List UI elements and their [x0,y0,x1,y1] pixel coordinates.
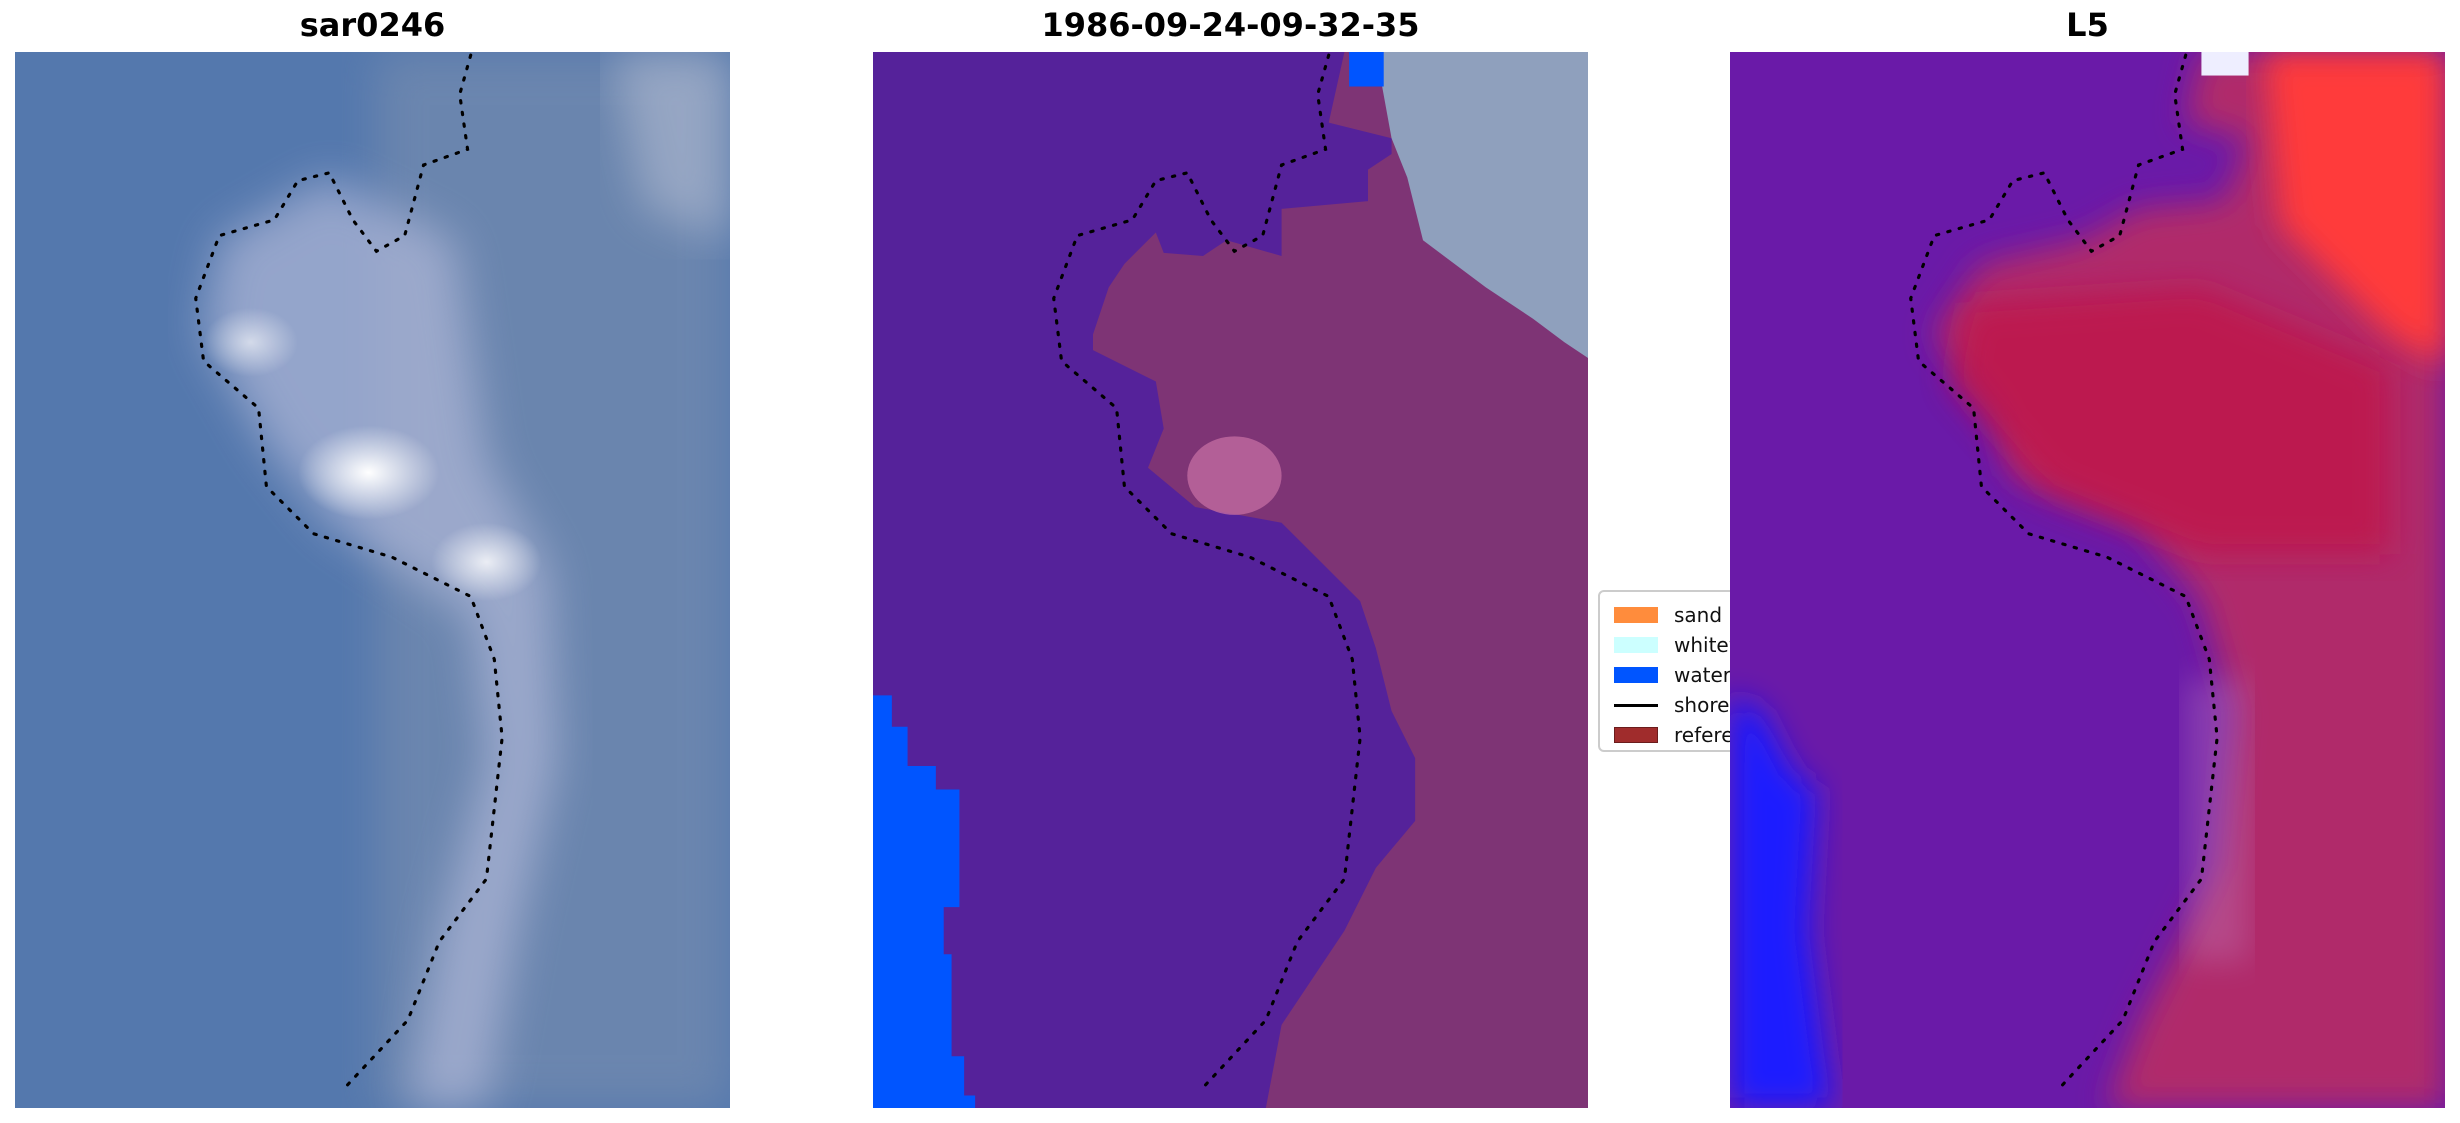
panel-title-classified: 1986-09-24-09-32-35 [1041,6,1420,44]
legend-item-reference: referer [1614,722,1742,748]
panel-title-rgb: sar0246 [299,6,446,44]
shoreline-dotted [194,53,504,1090]
legend-item-shoreline: shorel [1614,692,1735,718]
shoreline-dotted [1909,53,2219,1090]
water-class-region [873,695,976,1108]
legend-label: water [1674,663,1731,687]
index-image-panel [1730,52,2445,1108]
rgb-image-panel [15,52,730,1108]
water-swatch [1614,667,1658,683]
whitewater-swatch [1614,637,1658,653]
shoreline-swatch [1614,703,1658,707]
legend-label: sand [1674,603,1723,627]
classified-image-panel [873,52,1588,1108]
legend-item-sand: sand [1614,602,1722,628]
legend-item-whitewater: whitew [1614,632,1745,658]
legend-item-water: water [1614,662,1731,688]
water-class-top [1349,52,1384,87]
panel-title-index: L5 [2066,6,2109,44]
shoreline-dotted [1052,53,1362,1090]
water-index-region [1730,695,1833,1108]
land-class-region [1093,52,1588,1108]
unclassified-image-region [1375,52,1588,358]
reference-swatch [1614,727,1658,743]
legend-label: shorel [1674,693,1735,717]
sand-swatch [1614,607,1658,623]
